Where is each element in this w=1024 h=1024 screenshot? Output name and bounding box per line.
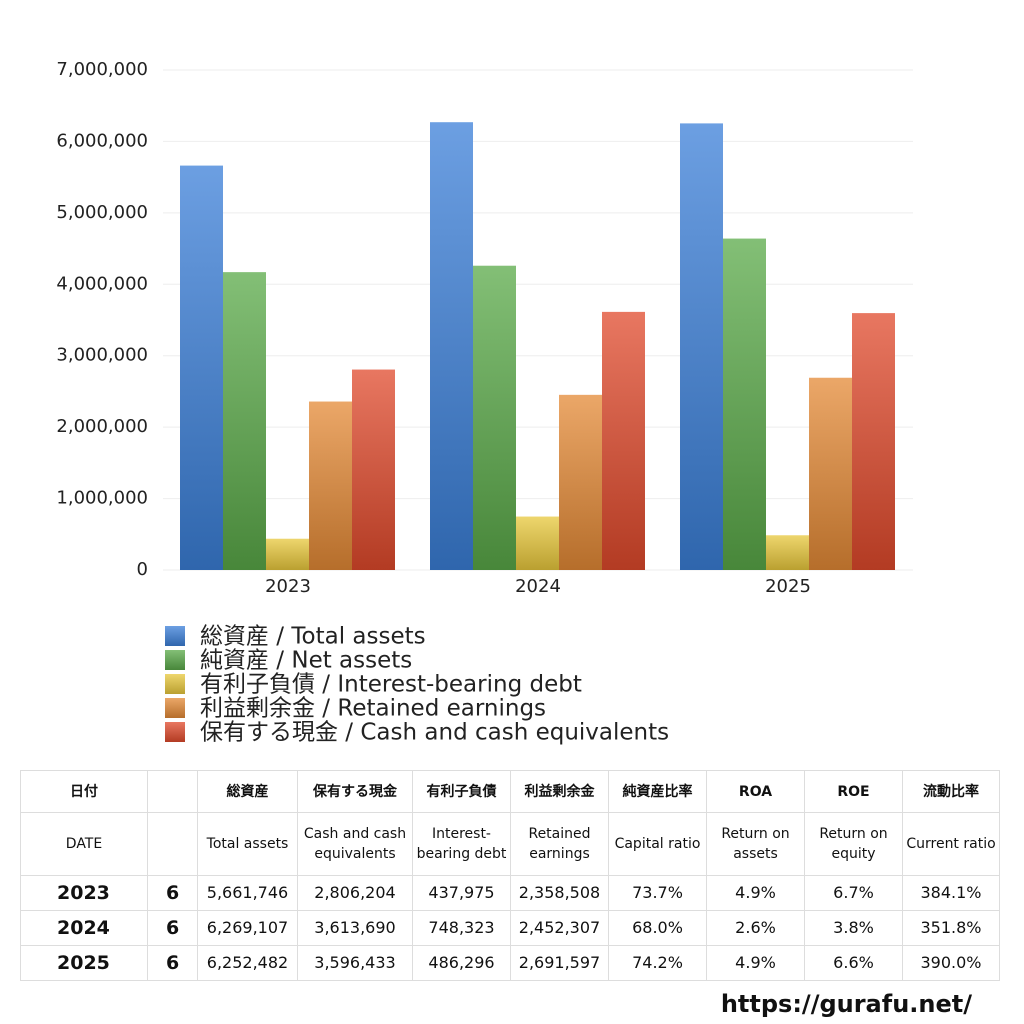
bar xyxy=(180,165,223,570)
bar xyxy=(852,313,895,570)
table-cell: 保有する現金 xyxy=(297,770,413,813)
legend-label: 純資産 / Net assets xyxy=(200,648,412,674)
table-cell: 3,596,433 xyxy=(297,945,413,981)
table-cell: Capital ratio xyxy=(608,812,707,876)
table-cell: 2023 xyxy=(20,875,148,911)
table-cell: 有利子負債 xyxy=(412,770,511,813)
chart: 0 1,000,000 2,000,000 3,000,000 4,000,000 5,0… xyxy=(56,59,913,746)
table-cell: 390.0% xyxy=(902,945,1000,981)
table-cell: 3.8% xyxy=(804,910,903,946)
table-cell: 6 xyxy=(147,875,198,911)
table-cell: 2,691,597 xyxy=(510,945,609,981)
table-row: 2024 6 6,269,107 3,613,690 748,323 2,452,307 6… xyxy=(20,910,1000,946)
bar xyxy=(430,122,473,571)
legend-swatch xyxy=(165,626,185,646)
table-cell: 2,358,508 xyxy=(510,875,609,911)
bar xyxy=(352,369,395,570)
table-cell: 4.9% xyxy=(706,875,805,911)
table-cell: 4.9% xyxy=(706,945,805,981)
y-tick-label: 5,000,000 xyxy=(56,202,148,223)
table-cell: Current ratio xyxy=(902,812,1000,876)
bar xyxy=(809,377,852,570)
table-cell: 437,975 xyxy=(412,875,511,911)
x-tick-label: 2025 xyxy=(765,576,811,597)
y-tick-label: 1,000,000 xyxy=(56,488,148,509)
bar xyxy=(266,538,309,570)
table-cell: 6,269,107 xyxy=(197,910,298,946)
table-cell: Return on assets xyxy=(706,812,805,876)
table-cell xyxy=(147,812,198,876)
table-cell: 2.6% xyxy=(706,910,805,946)
legend-label: 利益剰余金 / Retained earnings xyxy=(200,696,546,722)
table-cell: 2,806,204 xyxy=(297,875,413,911)
bar xyxy=(680,123,723,571)
bar xyxy=(473,265,516,570)
table-row: 日付 総資産 保有する現金 有利子負債 利益剰余金 純資産比率 ROA ROE 流動比率 xyxy=(20,770,1000,813)
table-row: 2025 6 6,252,482 3,596,433 486,296 2,691,597 7… xyxy=(20,945,1000,981)
table-cell: 5,661,746 xyxy=(197,875,298,911)
table-cell: DATE xyxy=(20,812,148,876)
bar xyxy=(559,394,602,570)
bar xyxy=(223,272,266,570)
table-cell: Interest-bearing debt xyxy=(412,812,511,876)
table-cell: 6 xyxy=(147,945,198,981)
table-cell: 73.7% xyxy=(608,875,707,911)
table-cell: 2024 xyxy=(20,910,148,946)
y-tick-label: 6,000,000 xyxy=(56,130,148,151)
table-cell: 486,296 xyxy=(412,945,511,981)
y-tick-label: 4,000,000 xyxy=(56,273,148,294)
table-cell: Cash and cash equivalents xyxy=(297,812,413,876)
table-cell: ROA xyxy=(706,770,805,813)
table-cell: 6.6% xyxy=(804,945,903,981)
table-row: DATE Total assets Cash and cash equivalent… xyxy=(20,812,1000,876)
table-cell: ROE xyxy=(804,770,903,813)
table-cell: 流動比率 xyxy=(902,770,1000,813)
table-cell: Retained earnings xyxy=(510,812,609,876)
x-tick-label: 2023 xyxy=(265,576,311,597)
table-cell: 2,452,307 xyxy=(510,910,609,946)
table-cell: Return on equity xyxy=(804,812,903,876)
table-cell: Total assets xyxy=(197,812,298,876)
table-cell: 68.0% xyxy=(608,910,707,946)
table-cell: 日付 xyxy=(20,770,148,813)
table-cell: 74.2% xyxy=(608,945,707,981)
legend-label: 総資産 / Total assets xyxy=(200,624,426,650)
y-tick-label: 7,000,000 xyxy=(56,59,148,80)
table-cell: 利益剰余金 xyxy=(510,770,609,813)
table-cell: 384.1% xyxy=(902,875,1000,911)
bar xyxy=(766,535,809,570)
y-tick-label: 0 xyxy=(137,559,148,580)
site-url: https://gurafu.net/ xyxy=(720,990,972,1018)
legend-swatch xyxy=(165,650,185,670)
table-cell: 6,252,482 xyxy=(197,945,298,981)
table-cell: 2025 xyxy=(20,945,148,981)
table-cell: 純資産比率 xyxy=(608,770,707,813)
legend-label: 保有する現金 / Cash and cash equivalents xyxy=(200,720,669,746)
table-cell: 6.7% xyxy=(804,875,903,911)
y-tick-label: 3,000,000 xyxy=(56,345,148,366)
table-cell: 総資産 xyxy=(197,770,298,813)
x-tick-label: 2024 xyxy=(515,576,561,597)
table-cell xyxy=(147,770,198,813)
table-cell: 6 xyxy=(147,910,198,946)
table-row: 2023 6 5,661,746 2,806,204 437,975 2,358,508 7… xyxy=(20,875,1000,911)
legend-swatch xyxy=(165,674,185,694)
data-table: 日付 総資産 保有する現金 有利子負債 利益剰余金 純資産比率 ROA ROE 流動比率 DATE… xyxy=(20,770,1000,981)
bar xyxy=(723,238,766,571)
table-cell: 3,613,690 xyxy=(297,910,413,946)
table-cell: 748,323 xyxy=(412,910,511,946)
bar xyxy=(309,401,352,570)
table-cell: 351.8% xyxy=(902,910,1000,946)
legend-swatch xyxy=(165,698,185,718)
bar xyxy=(516,516,559,570)
y-tick-label: 2,000,000 xyxy=(56,416,148,437)
legend-label: 有利子負債 / Interest-bearing debt xyxy=(200,672,582,698)
legend-swatch xyxy=(165,722,185,742)
bar xyxy=(602,311,645,570)
